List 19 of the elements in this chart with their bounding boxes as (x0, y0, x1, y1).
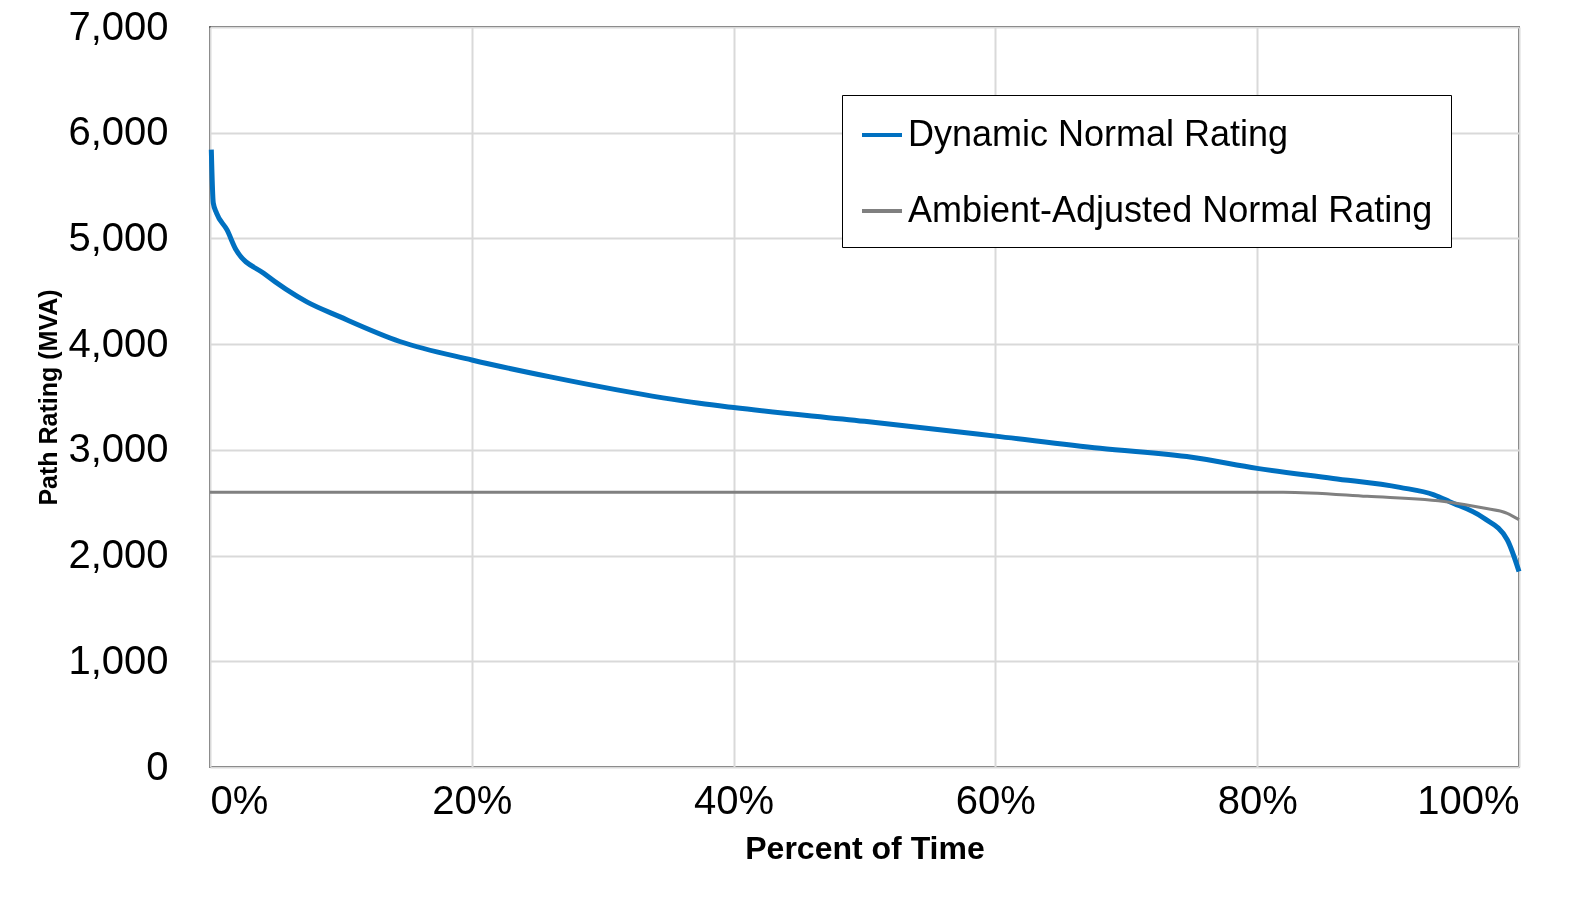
y-tick-label: 0 (146, 743, 169, 788)
x-axis-title: Percent of Time (745, 829, 985, 866)
y-tick-label: 6,000 (68, 109, 169, 154)
y-tick-label: 1,000 (68, 637, 169, 682)
y-tick-label: 4,000 (68, 320, 169, 365)
legend-label: Ambient-Adjusted Normal Rating (908, 189, 1433, 230)
legend-label: Dynamic Normal Rating (908, 113, 1289, 154)
y-tick-label: 3,000 (68, 426, 169, 471)
line-series (208, 490, 1521, 522)
x-tick-label: 60% (955, 777, 1036, 822)
y-tick-label: 7,000 (68, 3, 169, 48)
y-tick-label: 5,000 (68, 214, 169, 259)
x-tick-label: 0% (210, 777, 269, 822)
x-tick-label: 80% (1217, 777, 1298, 822)
y-axis-title: Path Rating (MVA) (34, 289, 63, 506)
y-tick-label: 2,000 (68, 532, 169, 577)
x-tick-label: 20% (432, 777, 513, 822)
x-tick-label: 100% (1417, 777, 1520, 822)
x-tick-label: 40% (694, 777, 775, 822)
